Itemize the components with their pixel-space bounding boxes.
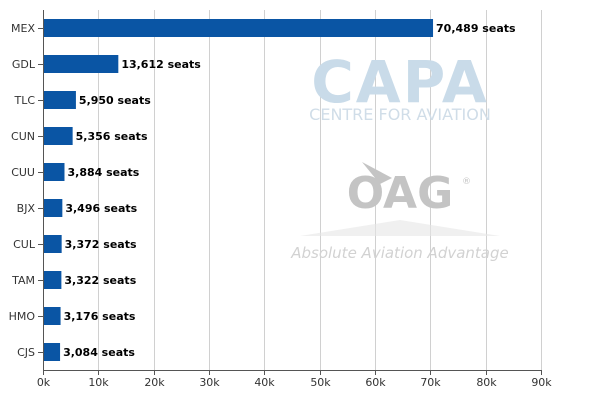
x-tick-label: 30k <box>199 376 220 389</box>
data-label: 70,489 seats <box>436 22 516 35</box>
category-label: CUU <box>11 166 35 179</box>
bar-tlc <box>44 91 76 109</box>
bar-cuu <box>44 163 65 181</box>
bar-bjx <box>44 199 63 217</box>
data-label: 3,084 seats <box>63 346 135 359</box>
oag-swoosh-icon <box>362 162 392 184</box>
category-label: HMO <box>9 310 36 323</box>
capa-subtitle-watermark: CENTRE FOR AVIATION <box>309 105 491 124</box>
x-tick-label: 70k <box>420 376 441 389</box>
x-tick-label: 50k <box>310 376 331 389</box>
x-tick-label: 10k <box>88 376 109 389</box>
oag-underline-shape <box>300 220 500 236</box>
bar-hmo <box>44 307 61 325</box>
x-tick-label: 90k <box>531 376 552 389</box>
axes <box>38 10 542 375</box>
x-tick-label: 40k <box>254 376 275 389</box>
bars <box>44 19 434 361</box>
category-label: TLC <box>13 94 35 107</box>
category-label: BJX <box>17 202 36 215</box>
data-label: 3,884 seats <box>67 166 139 179</box>
bar-cjs <box>44 343 61 361</box>
bar-cun <box>44 127 73 145</box>
data-label: 3,496 seats <box>65 202 137 215</box>
bar-gdl <box>44 55 119 73</box>
oag-registered-mark: ® <box>462 177 471 187</box>
category-label: CUL <box>13 238 36 251</box>
category-label: CJS <box>17 346 35 359</box>
category-label: CUN <box>11 130 35 143</box>
data-label: 5,950 seats <box>79 94 151 107</box>
grid-lines <box>98 10 542 370</box>
labels: 0k 10k 20k 30k 40k 50k 60k 70k 80k 90k MEX 70,489 s… <box>9 22 553 389</box>
data-label: 3,176 seats <box>64 310 136 323</box>
bar-cul <box>44 235 62 253</box>
oag-logo-watermark: OAG <box>347 168 453 219</box>
data-label: 3,322 seats <box>64 274 136 287</box>
capa-logo-watermark: CAPA <box>311 48 489 116</box>
x-tick-label: 20k <box>144 376 165 389</box>
bar-mex <box>44 19 434 37</box>
watermark: CAPA CENTRE FOR AVIATION OAG ® Absolute … <box>290 48 509 262</box>
x-tick-label: 80k <box>476 376 497 389</box>
category-label: MEX <box>11 22 35 35</box>
category-label: TAM <box>11 274 35 287</box>
x-tick-label: 60k <box>365 376 386 389</box>
bar-tam <box>44 271 62 289</box>
category-label: GDL <box>12 58 36 71</box>
data-label: 5,356 seats <box>76 130 148 143</box>
oag-tagline-watermark: Absolute Aviation Advantage <box>290 244 509 262</box>
x-tick-label: 0k <box>37 376 51 389</box>
data-label: 3,372 seats <box>65 238 137 251</box>
data-label: 13,612 seats <box>121 58 201 71</box>
